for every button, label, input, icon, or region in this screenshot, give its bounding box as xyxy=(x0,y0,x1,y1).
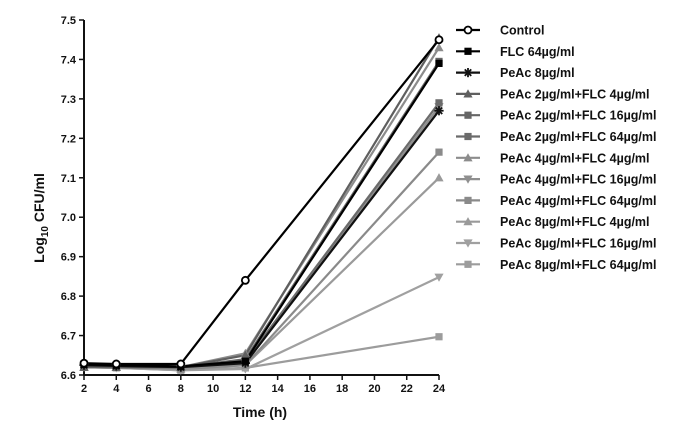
legend-marker xyxy=(463,217,473,226)
y-tick-label: 6.7 xyxy=(61,331,76,343)
series-line-1 xyxy=(83,62,440,368)
data-point-0 xyxy=(79,358,89,368)
asterisk-stroke xyxy=(464,68,472,77)
x-tick-label: 2 xyxy=(81,383,87,395)
legend-label: PeAc 8µg/ml+FLC 4µg/ml xyxy=(500,215,650,229)
x-tick-label: 12 xyxy=(239,383,251,395)
legend-marker xyxy=(464,196,472,204)
data-point-9 xyxy=(434,173,444,182)
legend-label: PeAc 8µg/ml+FLC 64µg/ml xyxy=(500,258,656,272)
legend-marker xyxy=(463,175,473,184)
data-point-1 xyxy=(241,357,249,365)
x-tick-label: 18 xyxy=(336,383,348,395)
legend-marker xyxy=(463,25,473,35)
x-tick-label: 6 xyxy=(145,383,151,395)
legend-label: PeAc 4µg/ml+FLC 64µg/ml xyxy=(500,194,656,208)
x-tick-label: 24 xyxy=(433,383,446,395)
legend-label: PeAc 2µg/ml+FLC 16µg/ml xyxy=(500,109,656,123)
legend-marker xyxy=(464,132,472,141)
y-axis-title-sub: 10 xyxy=(40,226,51,238)
series-line-0 xyxy=(83,39,440,366)
x-tick-label: 8 xyxy=(178,383,184,395)
x-tick-label: 20 xyxy=(368,383,380,395)
x-tick-label: 22 xyxy=(401,383,413,395)
legend-label: Control xyxy=(500,24,544,38)
y-tick-label: 6.9 xyxy=(61,252,76,264)
x-tick-label: 14 xyxy=(272,383,285,395)
legend-label: PeAc 4µg/ml+FLC 16µg/ml xyxy=(500,173,656,187)
y-tick-label: 7.0 xyxy=(61,212,76,224)
data-point-0 xyxy=(434,35,444,45)
asterisk-stroke xyxy=(435,106,443,115)
legend-marker xyxy=(464,47,472,55)
legend: Control FLC 64µg/ml PeAc 8µg/ml PeAc 2µg/ml… xyxy=(456,24,656,272)
y-axis-title-rest: CFU/ml xyxy=(31,173,47,226)
legend-marker xyxy=(463,153,473,162)
y-tick-label: 7.1 xyxy=(61,173,76,185)
legend-label: FLC 64µg/ml xyxy=(500,45,575,59)
x-tick-label: 4 xyxy=(113,383,120,395)
data-point-3 xyxy=(240,350,250,359)
legend-label: PeAc 2µg/ml+FLC 4µg/ml xyxy=(500,87,650,101)
chart-axes: 6.66.76.86.97.07.17.27.37.47.52 4 6 8 10 12 14… xyxy=(61,15,446,395)
series-lines xyxy=(83,37,440,372)
y-axis-title: Log10 CFU/ml xyxy=(31,173,51,263)
data-point-2 xyxy=(434,106,444,116)
series-line-10 xyxy=(83,276,440,372)
data-point-10 xyxy=(434,273,444,282)
series-line-6 xyxy=(84,47,440,369)
data-point-6 xyxy=(434,43,444,52)
data-point-0 xyxy=(111,359,121,369)
legend-marker xyxy=(464,260,472,268)
legend-marker xyxy=(463,89,473,98)
legend-marker xyxy=(463,68,473,78)
legend-marker xyxy=(464,111,472,119)
y-tick-label: 6.8 xyxy=(61,291,76,303)
data-point-1 xyxy=(435,59,443,67)
data-point-0 xyxy=(240,275,250,285)
y-axis-title-main: Log xyxy=(31,237,47,263)
legend-label: PeAc 8µg/ml+FLC 16µg/ml xyxy=(500,237,656,251)
x-tick-label: 10 xyxy=(207,383,219,395)
series-markers xyxy=(79,33,444,375)
x-tick-label: 16 xyxy=(304,383,316,395)
y-tick-label: 7.3 xyxy=(61,94,76,106)
y-tick-label: 7.5 xyxy=(61,15,76,27)
legend-label: PeAc 2µg/ml+FLC 64µg/ml xyxy=(500,130,656,144)
legend-marker xyxy=(463,239,473,248)
data-point-0 xyxy=(176,359,186,369)
legend-label: PeAc 8µg/ml xyxy=(500,66,575,80)
y-tick-label: 7.4 xyxy=(61,54,77,66)
y-tick-label: 7.2 xyxy=(61,133,76,145)
legend-label: PeAc 4µg/ml+FLC 4µg/ml xyxy=(500,151,650,165)
data-point-5 xyxy=(435,99,443,107)
data-point-11 xyxy=(435,333,443,341)
data-point-8 xyxy=(435,148,443,156)
series-line-3 xyxy=(84,37,440,369)
y-tick-label: 6.6 xyxy=(61,370,76,382)
x-axis-title: Time (h) xyxy=(233,404,287,420)
